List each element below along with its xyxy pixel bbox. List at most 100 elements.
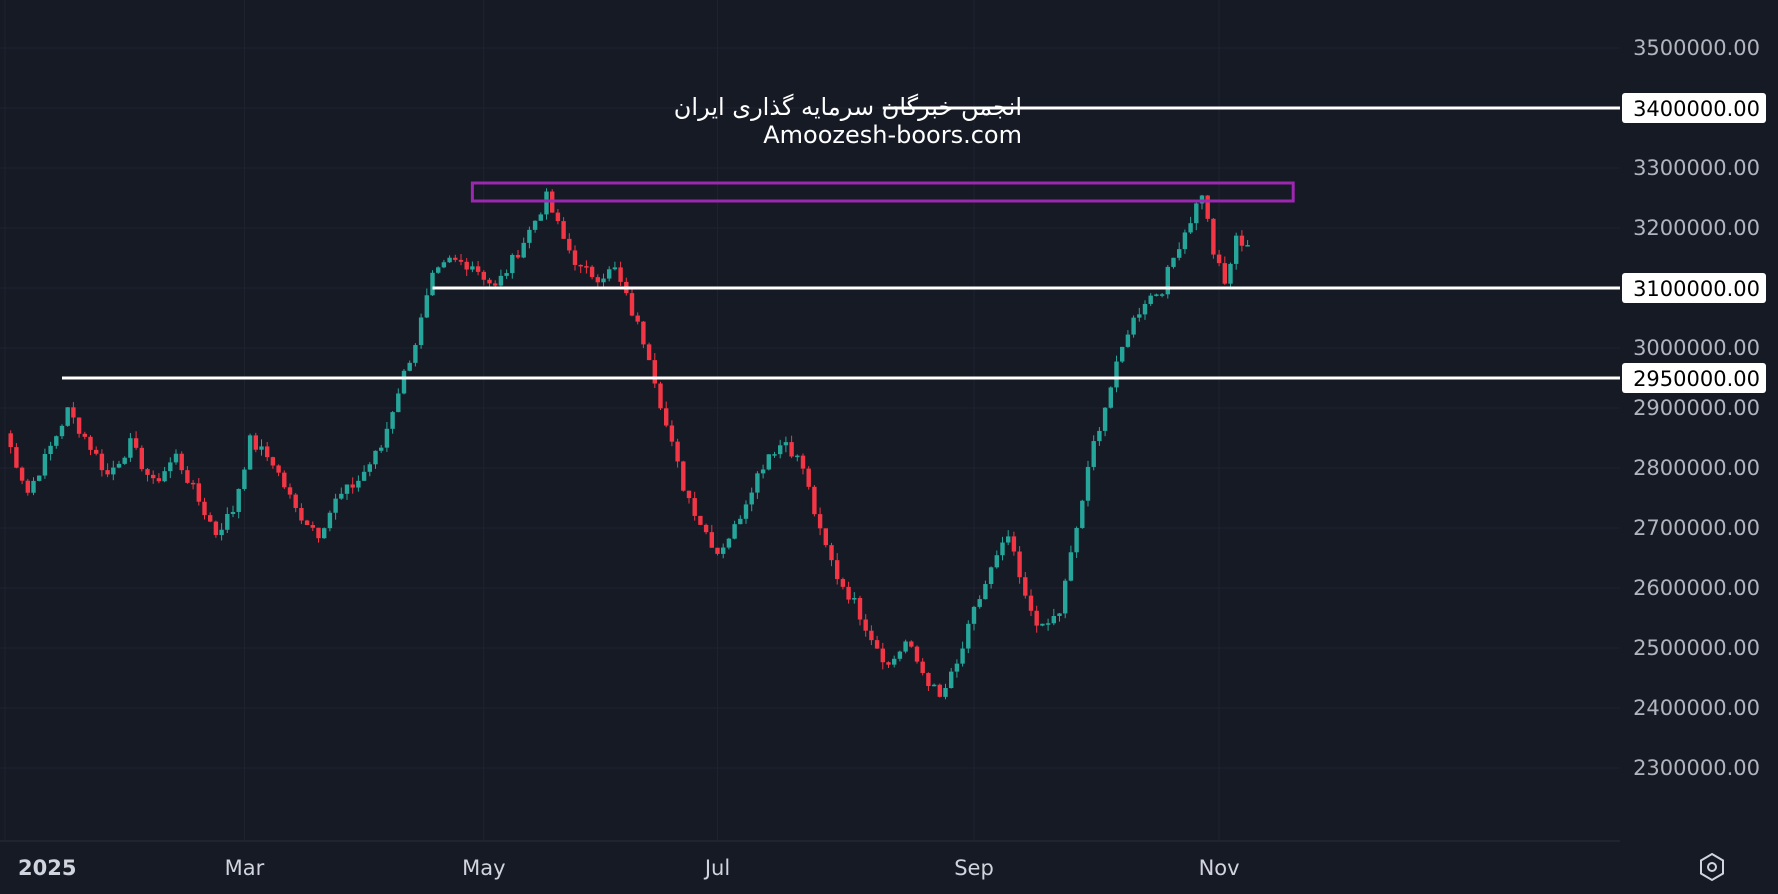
candle-down — [464, 258, 469, 276]
candle-body — [436, 267, 441, 273]
candle-down — [299, 503, 304, 525]
candle-up — [971, 605, 977, 631]
level-3100000-badge[interactable] — [1622, 273, 1766, 303]
candle-body — [1205, 195, 1210, 219]
candle-body — [42, 453, 48, 476]
candle-body — [31, 480, 36, 493]
chart-grid — [0, 0, 1620, 840]
candle-down — [25, 478, 30, 496]
time-tick-label: Sep — [954, 856, 994, 880]
candle-body — [310, 525, 315, 528]
candle-body — [686, 490, 692, 499]
candle-down — [71, 402, 76, 424]
candle-up — [1108, 386, 1113, 409]
candle-body — [156, 478, 162, 482]
price-tick-label: 2600000.00 — [1633, 576, 1760, 600]
candle-body — [874, 640, 880, 649]
candle-body — [145, 469, 150, 475]
candle-body — [498, 275, 504, 286]
candle-down — [179, 451, 184, 475]
price-axis[interactable]: 3500000.00 3400000.00 3300000.00 3200000.00… — [1622, 36, 1766, 780]
candle-body — [669, 425, 675, 442]
candle-down — [304, 519, 310, 526]
candle-body — [299, 507, 304, 521]
candle-body — [926, 673, 931, 687]
candle-down — [664, 401, 669, 428]
candle-up — [230, 505, 236, 518]
candle-body — [236, 488, 241, 512]
candle-up — [327, 510, 333, 532]
candle-down — [829, 542, 834, 567]
candle-body — [954, 663, 960, 672]
candle-body — [470, 266, 475, 270]
candle-body — [795, 455, 800, 458]
candle-body — [316, 527, 321, 539]
candle-body — [835, 560, 840, 580]
candle-down — [880, 642, 885, 670]
candle-body — [1011, 536, 1017, 552]
candle-down — [82, 431, 87, 440]
candle-body — [618, 267, 623, 282]
level-2950000-badge[interactable] — [1622, 363, 1766, 393]
level-3400000-badge[interactable] — [1622, 93, 1766, 123]
candle-up — [168, 457, 173, 479]
candle-down — [692, 491, 697, 521]
candle-body — [8, 433, 13, 448]
candle-up — [447, 255, 452, 263]
candle-body — [589, 266, 595, 278]
settings-hexagon-icon[interactable] — [1697, 852, 1727, 882]
candle-body — [327, 512, 333, 529]
candle-up — [966, 620, 971, 654]
candle-body — [721, 547, 726, 554]
level-3100000-badge-label: 3100000.00 — [1633, 277, 1760, 301]
candle-up — [1159, 293, 1165, 298]
candle-body — [185, 470, 190, 483]
candle-up — [903, 639, 908, 654]
candle-body — [800, 455, 806, 469]
candle-body — [356, 480, 361, 488]
candle-down — [1023, 572, 1028, 599]
candle-up — [242, 467, 247, 491]
candle-down — [350, 477, 355, 494]
candle-down — [646, 342, 652, 361]
candle-body — [1085, 466, 1091, 501]
candle-up — [367, 462, 372, 477]
candle-body — [367, 464, 372, 472]
candle-up — [225, 507, 230, 534]
candle-body — [413, 345, 418, 363]
candle-body — [601, 278, 606, 283]
candle-body — [230, 511, 236, 514]
candle-body — [988, 567, 994, 585]
candle-up — [424, 288, 429, 319]
candle-body — [572, 250, 578, 265]
candle-body — [1028, 595, 1034, 611]
candle-up — [413, 343, 418, 367]
candle-up — [612, 261, 618, 271]
candle-up — [1085, 460, 1091, 507]
candle-body — [76, 417, 82, 434]
candle-body — [1211, 218, 1216, 255]
resistance-zone-rect[interactable] — [470, 181, 1295, 203]
candle-body — [607, 269, 612, 279]
candle-down — [316, 527, 321, 543]
candle-body — [806, 468, 811, 487]
candle-body — [521, 242, 526, 258]
candle-down — [789, 435, 794, 459]
time-axis[interactable]: 2025 Mar May Jul Sep Nov — [18, 856, 1240, 880]
candle-body — [1234, 235, 1239, 264]
candle-up — [1137, 307, 1142, 322]
candle-down — [857, 595, 863, 626]
candle-down — [99, 449, 105, 477]
candle-down — [709, 524, 714, 548]
candle-up — [726, 537, 732, 550]
watermark: انجمن خبرگان سرمایه گذاری ایران Amoozesh… — [600, 93, 1022, 149]
candle-body — [1074, 527, 1079, 553]
horizontal-levels[interactable] — [62, 106, 1620, 380]
candle-body — [983, 584, 988, 600]
candle-body — [1068, 552, 1074, 581]
candle-body — [1245, 245, 1250, 247]
candle-up — [795, 454, 800, 462]
candle-body — [715, 547, 720, 554]
candle-up — [983, 580, 988, 600]
